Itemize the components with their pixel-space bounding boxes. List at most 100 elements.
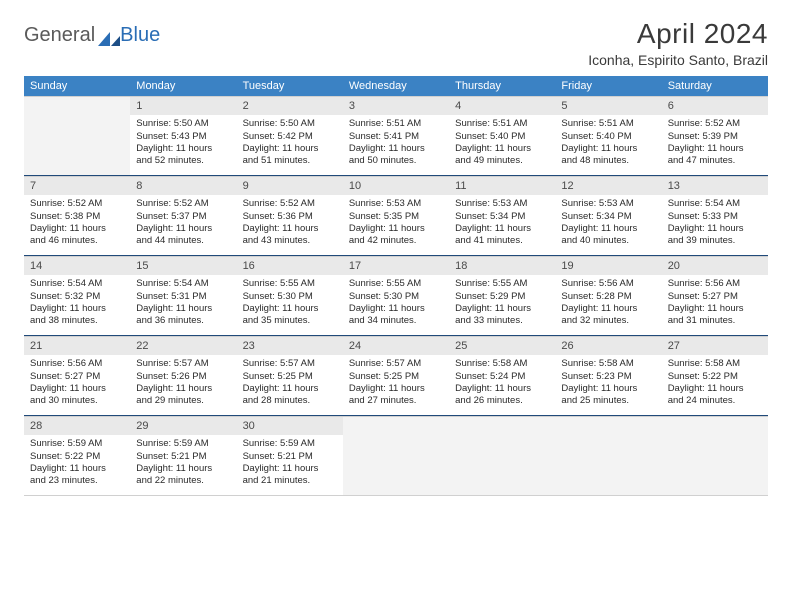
sunrise-line: Sunrise: 5:53 AM bbox=[455, 198, 549, 210]
day-cell-18: 18Sunrise: 5:55 AMSunset: 5:29 PMDayligh… bbox=[449, 257, 555, 335]
day-number: 17 bbox=[343, 257, 449, 275]
day-number: 24 bbox=[343, 337, 449, 355]
sunset-line: Sunset: 5:27 PM bbox=[668, 291, 762, 303]
day-cell-12: 12Sunrise: 5:53 AMSunset: 5:34 PMDayligh… bbox=[555, 177, 661, 255]
day-body: Sunrise: 5:59 AMSunset: 5:21 PMDaylight:… bbox=[237, 435, 343, 491]
day-body: Sunrise: 5:55 AMSunset: 5:30 PMDaylight:… bbox=[343, 275, 449, 331]
sunset-line: Sunset: 5:22 PM bbox=[30, 451, 124, 463]
day-cell-empty bbox=[662, 417, 768, 495]
daylight-line: Daylight: 11 hours and 29 minutes. bbox=[136, 383, 230, 408]
day-body: Sunrise: 5:51 AMSunset: 5:41 PMDaylight:… bbox=[343, 115, 449, 171]
day-body: Sunrise: 5:59 AMSunset: 5:21 PMDaylight:… bbox=[130, 435, 236, 491]
week-row: 21Sunrise: 5:56 AMSunset: 5:27 PMDayligh… bbox=[24, 336, 768, 416]
sunrise-line: Sunrise: 5:55 AM bbox=[243, 278, 337, 290]
sunset-line: Sunset: 5:25 PM bbox=[349, 371, 443, 383]
day-body: Sunrise: 5:57 AMSunset: 5:26 PMDaylight:… bbox=[130, 355, 236, 411]
daylight-line: Daylight: 11 hours and 41 minutes. bbox=[455, 223, 549, 248]
daylight-line: Daylight: 11 hours and 25 minutes. bbox=[561, 383, 655, 408]
day-number: 5 bbox=[555, 97, 661, 115]
daylight-line: Daylight: 11 hours and 48 minutes. bbox=[561, 143, 655, 168]
sunrise-line: Sunrise: 5:58 AM bbox=[668, 358, 762, 370]
sunrise-line: Sunrise: 5:52 AM bbox=[136, 198, 230, 210]
logo-text-1: General bbox=[24, 24, 95, 47]
daylight-line: Daylight: 11 hours and 43 minutes. bbox=[243, 223, 337, 248]
daylight-line: Daylight: 11 hours and 52 minutes. bbox=[136, 143, 230, 168]
sunset-line: Sunset: 5:25 PM bbox=[243, 371, 337, 383]
day-number: 16 bbox=[237, 257, 343, 275]
day-cell-26: 26Sunrise: 5:58 AMSunset: 5:23 PMDayligh… bbox=[555, 337, 661, 415]
logo-text-2: Blue bbox=[120, 24, 160, 47]
day-cell-15: 15Sunrise: 5:54 AMSunset: 5:31 PMDayligh… bbox=[130, 257, 236, 335]
day-cell-23: 23Sunrise: 5:57 AMSunset: 5:25 PMDayligh… bbox=[237, 337, 343, 415]
day-number: 7 bbox=[24, 177, 130, 195]
daylight-line: Daylight: 11 hours and 27 minutes. bbox=[349, 383, 443, 408]
sunrise-line: Sunrise: 5:56 AM bbox=[668, 278, 762, 290]
day-number: 12 bbox=[555, 177, 661, 195]
daylight-line: Daylight: 11 hours and 30 minutes. bbox=[30, 383, 124, 408]
sunset-line: Sunset: 5:34 PM bbox=[561, 211, 655, 223]
day-cell-27: 27Sunrise: 5:58 AMSunset: 5:22 PMDayligh… bbox=[662, 337, 768, 415]
day-number: 25 bbox=[449, 337, 555, 355]
daylight-line: Daylight: 11 hours and 44 minutes. bbox=[136, 223, 230, 248]
day-cell-1: 1Sunrise: 5:50 AMSunset: 5:43 PMDaylight… bbox=[130, 97, 236, 175]
day-number: 18 bbox=[449, 257, 555, 275]
day-body: Sunrise: 5:50 AMSunset: 5:42 PMDaylight:… bbox=[237, 115, 343, 171]
day-number: 28 bbox=[24, 417, 130, 435]
sunset-line: Sunset: 5:31 PM bbox=[136, 291, 230, 303]
day-cell-empty bbox=[449, 417, 555, 495]
calendar-page: General Blue April 2024 Iconha, Espirito… bbox=[0, 0, 792, 514]
weeks-container: 1Sunrise: 5:50 AMSunset: 5:43 PMDaylight… bbox=[24, 96, 768, 496]
sunrise-line: Sunrise: 5:58 AM bbox=[455, 358, 549, 370]
day-cell-24: 24Sunrise: 5:57 AMSunset: 5:25 PMDayligh… bbox=[343, 337, 449, 415]
sunrise-line: Sunrise: 5:55 AM bbox=[455, 278, 549, 290]
day-cell-16: 16Sunrise: 5:55 AMSunset: 5:30 PMDayligh… bbox=[237, 257, 343, 335]
sunrise-line: Sunrise: 5:51 AM bbox=[561, 118, 655, 130]
day-number: 22 bbox=[130, 337, 236, 355]
weekday-friday: Friday bbox=[555, 76, 661, 96]
daylight-line: Daylight: 11 hours and 39 minutes. bbox=[668, 223, 762, 248]
sunrise-line: Sunrise: 5:53 AM bbox=[561, 198, 655, 210]
daylight-line: Daylight: 11 hours and 32 minutes. bbox=[561, 303, 655, 328]
day-cell-10: 10Sunrise: 5:53 AMSunset: 5:35 PMDayligh… bbox=[343, 177, 449, 255]
sunrise-line: Sunrise: 5:59 AM bbox=[136, 438, 230, 450]
day-body: Sunrise: 5:56 AMSunset: 5:27 PMDaylight:… bbox=[662, 275, 768, 331]
day-number: 19 bbox=[555, 257, 661, 275]
sunrise-line: Sunrise: 5:50 AM bbox=[136, 118, 230, 130]
week-row: 14Sunrise: 5:54 AMSunset: 5:32 PMDayligh… bbox=[24, 256, 768, 336]
sunset-line: Sunset: 5:21 PM bbox=[136, 451, 230, 463]
day-cell-7: 7Sunrise: 5:52 AMSunset: 5:38 PMDaylight… bbox=[24, 177, 130, 255]
day-number: 3 bbox=[343, 97, 449, 115]
day-cell-30: 30Sunrise: 5:59 AMSunset: 5:21 PMDayligh… bbox=[237, 417, 343, 495]
day-number: 27 bbox=[662, 337, 768, 355]
day-cell-13: 13Sunrise: 5:54 AMSunset: 5:33 PMDayligh… bbox=[662, 177, 768, 255]
day-number: 29 bbox=[130, 417, 236, 435]
day-number: 14 bbox=[24, 257, 130, 275]
day-cell-28: 28Sunrise: 5:59 AMSunset: 5:22 PMDayligh… bbox=[24, 417, 130, 495]
day-body: Sunrise: 5:58 AMSunset: 5:22 PMDaylight:… bbox=[662, 355, 768, 411]
daylight-line: Daylight: 11 hours and 51 minutes. bbox=[243, 143, 337, 168]
sunrise-line: Sunrise: 5:58 AM bbox=[561, 358, 655, 370]
weekday-monday: Monday bbox=[130, 76, 236, 96]
day-body: Sunrise: 5:54 AMSunset: 5:33 PMDaylight:… bbox=[662, 195, 768, 251]
day-body: Sunrise: 5:53 AMSunset: 5:35 PMDaylight:… bbox=[343, 195, 449, 251]
day-body: Sunrise: 5:57 AMSunset: 5:25 PMDaylight:… bbox=[343, 355, 449, 411]
sunset-line: Sunset: 5:30 PM bbox=[349, 291, 443, 303]
sunset-line: Sunset: 5:40 PM bbox=[561, 131, 655, 143]
sunset-line: Sunset: 5:36 PM bbox=[243, 211, 337, 223]
sunset-line: Sunset: 5:24 PM bbox=[455, 371, 549, 383]
day-cell-29: 29Sunrise: 5:59 AMSunset: 5:21 PMDayligh… bbox=[130, 417, 236, 495]
location: Iconha, Espirito Santo, Brazil bbox=[588, 52, 768, 68]
header: General Blue April 2024 Iconha, Espirito… bbox=[24, 18, 768, 68]
day-body: Sunrise: 5:51 AMSunset: 5:40 PMDaylight:… bbox=[449, 115, 555, 171]
day-body: Sunrise: 5:55 AMSunset: 5:29 PMDaylight:… bbox=[449, 275, 555, 331]
daylight-line: Daylight: 11 hours and 46 minutes. bbox=[30, 223, 124, 248]
sunrise-line: Sunrise: 5:57 AM bbox=[243, 358, 337, 370]
week-row: 1Sunrise: 5:50 AMSunset: 5:43 PMDaylight… bbox=[24, 96, 768, 176]
daylight-line: Daylight: 11 hours and 28 minutes. bbox=[243, 383, 337, 408]
day-cell-empty bbox=[24, 97, 130, 175]
sunrise-line: Sunrise: 5:52 AM bbox=[243, 198, 337, 210]
sunset-line: Sunset: 5:23 PM bbox=[561, 371, 655, 383]
sunrise-line: Sunrise: 5:59 AM bbox=[30, 438, 124, 450]
day-number: 9 bbox=[237, 177, 343, 195]
daylight-line: Daylight: 11 hours and 24 minutes. bbox=[668, 383, 762, 408]
